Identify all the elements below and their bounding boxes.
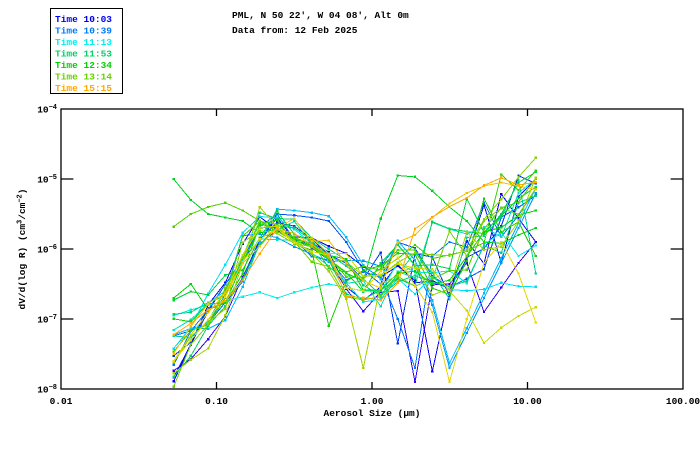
svg-text:10−8: 10−8 (37, 384, 57, 396)
svg-text:Time 11:13: Time 11:13 (55, 37, 112, 48)
svg-text:10−4: 10−4 (37, 104, 57, 116)
svg-text:0.01: 0.01 (50, 396, 73, 407)
svg-text:10−6: 10−6 (37, 244, 57, 256)
svg-text:10−7: 10−7 (37, 314, 57, 326)
svg-text:Time 11:53: Time 11:53 (55, 49, 112, 60)
svg-text:0.10: 0.10 (205, 396, 228, 407)
svg-text:1.00: 1.00 (361, 396, 384, 407)
svg-text:dV/d(log R) (cm3/cm−2): dV/d(log R) (cm3/cm−2) (17, 189, 29, 310)
svg-text:100.00: 100.00 (666, 396, 700, 407)
svg-text:Time 12:34: Time 12:34 (55, 60, 112, 71)
svg-text:Time 13:14: Time 13:14 (55, 72, 112, 83)
svg-text:Time 15:15: Time 15:15 (55, 83, 112, 94)
svg-text:10−5: 10−5 (37, 174, 57, 186)
svg-text:PML, N 50 22', W 04 08', Alt 0: PML, N 50 22', W 04 08', Alt 0m (232, 10, 409, 21)
svg-text:Time 10:39: Time 10:39 (55, 26, 112, 37)
svg-text:Time 10:03: Time 10:03 (55, 14, 112, 25)
svg-text:Data from: 12 Feb 2025: Data from: 12 Feb 2025 (232, 25, 358, 36)
svg-text:Aerosol Size (μm): Aerosol Size (μm) (324, 408, 421, 419)
svg-text:10.00: 10.00 (513, 396, 542, 407)
